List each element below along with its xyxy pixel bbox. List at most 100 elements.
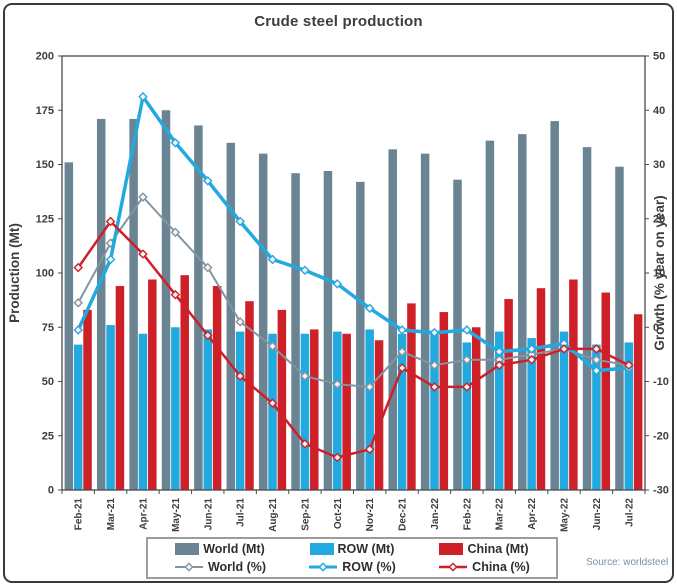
marker-world <box>235 317 245 327</box>
bar-world-mt <box>356 181 365 491</box>
x-axis-label: May-22 <box>560 498 571 532</box>
marker-world <box>591 355 602 365</box>
marker-row <box>462 325 472 335</box>
marker-china <box>494 360 505 371</box>
marker-china <box>591 344 602 354</box>
left-axis-tick-label: 150 <box>36 159 54 171</box>
bar-china-mt <box>374 340 384 490</box>
x-axis-label: Aug-21 <box>268 498 279 532</box>
bar-world-mt <box>550 121 559 490</box>
legend-item-world: World (%) <box>154 560 286 574</box>
bar-world-mt <box>64 162 74 490</box>
x-axis-label: Apr-21 <box>139 498 150 530</box>
marker-row <box>105 254 116 265</box>
marker-world <box>267 341 278 352</box>
bar-row-mt <box>268 333 277 490</box>
legend-label: China (%) <box>472 560 530 574</box>
bar-world-mt <box>129 118 138 491</box>
legend-swatch-world <box>174 562 203 572</box>
marker-china <box>73 262 83 273</box>
marker-world <box>170 227 181 238</box>
bar-row-mt <box>397 333 407 490</box>
bar-china-mt <box>601 292 611 490</box>
right-axis-tick-label: 50 <box>653 51 665 63</box>
bar-row-mt <box>527 338 536 490</box>
marker-row <box>591 365 602 376</box>
right-axis-tick-label: 10 <box>653 268 665 280</box>
marker-row <box>235 216 245 227</box>
legend-swatch-china <box>439 562 468 572</box>
bar-world-mt <box>96 118 106 491</box>
bar-world-mt <box>226 142 236 491</box>
marker-china <box>624 360 634 371</box>
plot-area: 0 25 50 75 100 125 150 175 200 -30 -20 -10 0 10 20 30 40… <box>36 51 669 532</box>
bar-world-mt <box>420 153 430 490</box>
x-axis-label: Apr-22 <box>527 498 538 530</box>
legend-label: ROW (Mt) <box>337 542 395 556</box>
bar-world-mt <box>258 153 268 490</box>
bar-china-mt <box>212 286 222 490</box>
marker-row <box>202 175 213 186</box>
marker-china <box>526 355 537 365</box>
marker-row <box>73 325 83 335</box>
bar-china-mt <box>83 309 92 490</box>
marker-china <box>429 382 440 392</box>
bar-row-mt <box>624 342 634 490</box>
marker-china <box>364 444 375 455</box>
legend-swatch-china-mt <box>439 543 464 555</box>
bar-china-mt <box>245 301 254 490</box>
x-axis-label: May-21 <box>171 498 182 532</box>
marker-china <box>170 289 181 300</box>
right-axis-tick-label: -20 <box>653 430 669 442</box>
bar-row-mt <box>203 329 212 490</box>
legend-swatch-world-mt <box>175 543 200 555</box>
right-axis-tick-label: -10 <box>653 376 669 388</box>
bar-row-mt <box>365 329 374 490</box>
marker-world <box>429 360 440 371</box>
legend-diamond <box>318 562 328 572</box>
marker-world <box>138 192 148 202</box>
marker-row <box>364 303 375 314</box>
legend-item-china-mt: China (Mt) <box>418 542 550 556</box>
legend-item-world-mt: World (Mt) <box>154 542 286 556</box>
marker-row <box>138 91 148 102</box>
marker-china <box>202 330 213 341</box>
marker-row <box>526 344 537 354</box>
legend-swatch-row-mt <box>309 543 334 555</box>
bar-world-mt <box>582 147 592 490</box>
bar-china-mt <box>536 288 546 490</box>
chart-canvas: Production (Mt) Growth (% year on year) … <box>7 51 669 532</box>
x-axis-label: Jun-22 <box>592 498 603 531</box>
marker-world <box>462 355 472 365</box>
bar-world-mt <box>194 125 203 490</box>
x-axis-label: Mar-22 <box>495 498 506 531</box>
marker-row <box>300 265 310 276</box>
marker-china <box>105 216 116 227</box>
left-axis-title: Production (Mt) <box>7 223 22 323</box>
marker-world <box>300 371 310 381</box>
marker-world <box>202 262 213 273</box>
bar-china-mt <box>407 303 416 490</box>
bar-china-mt <box>504 299 513 490</box>
legend-label: ROW (%) <box>342 560 396 574</box>
right-axis-tick-label: 0 <box>653 322 659 334</box>
legend-diamond <box>184 562 194 572</box>
marker-row <box>429 327 440 338</box>
bar-china-mt <box>180 275 189 490</box>
left-axis-tick-label: 25 <box>42 430 54 442</box>
marker-china <box>332 452 343 463</box>
legend-label: World (%) <box>207 560 267 574</box>
left-axis-tick-label: 0 <box>48 485 54 497</box>
marker-row <box>267 254 278 265</box>
x-axis-label: Dec-21 <box>398 498 409 531</box>
legend-swatch-row <box>309 562 338 572</box>
legend-item-row: ROW (%) <box>286 560 418 574</box>
bar-china-mt <box>310 329 319 490</box>
marker-china <box>300 439 310 449</box>
bar-world-mt <box>485 140 495 490</box>
bar-row-mt <box>430 331 439 490</box>
right-axis-tick-label: -30 <box>653 485 669 497</box>
x-axis-label: Jul-22 <box>624 498 635 527</box>
bar-world-mt <box>388 149 397 490</box>
marker-china <box>559 344 569 354</box>
